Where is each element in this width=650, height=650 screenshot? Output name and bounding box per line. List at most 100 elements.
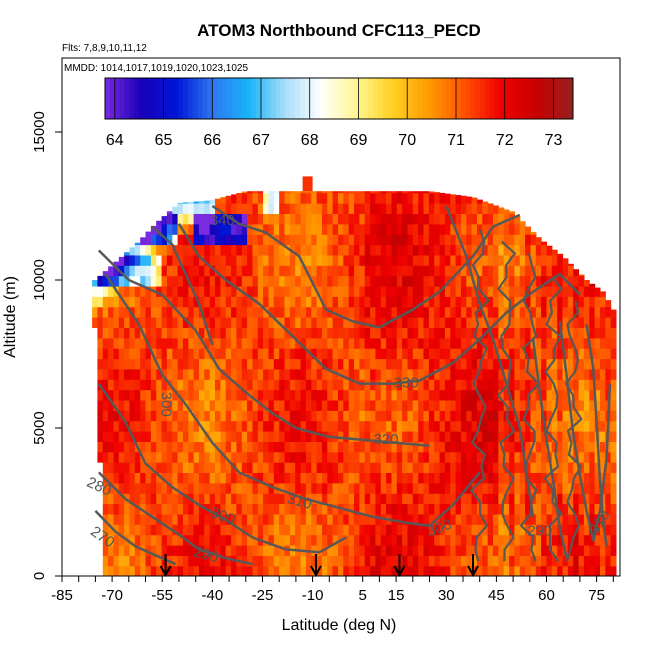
heatmap-cell: [535, 472, 542, 484]
heatmap-cell: [188, 275, 195, 287]
heatmap-cell: [134, 513, 141, 525]
heatmap-cell: [434, 544, 441, 556]
heatmap-cell: [150, 524, 157, 536]
heatmap-cell: [145, 503, 152, 515]
heatmap-cell: [311, 420, 318, 432]
heatmap-cell: [236, 565, 243, 576]
heatmap-cell: [209, 503, 216, 515]
heatmap-cell: [145, 348, 152, 360]
heatmap-cell: [316, 431, 323, 442]
heatmap-cell: [225, 534, 232, 546]
heatmap-cell: [434, 472, 441, 484]
heatmap-cell: [610, 462, 617, 473]
heatmap-cell: [471, 203, 478, 214]
heatmap-cell: [450, 451, 457, 463]
heatmap-cell: [118, 544, 125, 556]
heatmap-cell: [402, 348, 408, 360]
heatmap-cell: [600, 389, 606, 401]
heatmap-cell: [134, 285, 141, 297]
heatmap-cell: [252, 482, 259, 494]
heatmap-cell: [519, 379, 526, 391]
heatmap-cell: [338, 555, 344, 567]
heatmap-cell: [434, 534, 441, 546]
heatmap-cell: [166, 317, 173, 328]
heatmap-cell: [412, 493, 419, 505]
colorbar-swatch: [275, 78, 281, 119]
heatmap-cell: [514, 431, 521, 442]
heatmap-cell: [450, 555, 457, 567]
heatmap-cell: [225, 379, 232, 391]
heatmap-cell: [188, 524, 195, 536]
heatmap-cell: [444, 565, 451, 576]
heatmap-cell: [375, 244, 382, 256]
heatmap-cell: [338, 192, 344, 204]
heatmap-cell: [444, 223, 451, 235]
heatmap-cell: [396, 513, 403, 525]
heatmap-cell: [225, 195, 232, 204]
heatmap-cell: [236, 462, 243, 473]
heatmap-cell: [284, 420, 291, 432]
heatmap-cell: [108, 306, 114, 318]
heatmap-cell: [471, 399, 478, 411]
heatmap-cell: [551, 327, 558, 339]
heatmap-cell: [434, 285, 441, 297]
heatmap-cell: [514, 389, 521, 401]
heatmap-cell: [268, 192, 275, 204]
heatmap-cell: [140, 441, 147, 453]
heatmap-cell: [268, 534, 275, 546]
heatmap-cell: [386, 223, 392, 235]
heatmap-cell: [450, 399, 457, 411]
heatmap-cell: [209, 327, 216, 339]
heatmap-cell: [466, 223, 473, 235]
heatmap-cell: [241, 462, 248, 473]
heatmap-cell: [220, 203, 227, 214]
heatmap-cell: [156, 389, 163, 401]
heatmap-cell: [220, 327, 227, 339]
heatmap-cell: [113, 348, 120, 360]
heatmap-cell: [257, 254, 264, 266]
heatmap-cell: [263, 192, 269, 204]
heatmap-cell: [503, 513, 510, 525]
heatmap-cell: [311, 399, 318, 411]
heatmap-cell: [145, 265, 152, 277]
heatmap-cell: [610, 420, 617, 432]
heatmap-cell: [578, 420, 585, 432]
heatmap-cell: [97, 420, 104, 432]
heatmap-cell: [284, 348, 291, 360]
heatmap-cell: [193, 285, 200, 297]
heatmap-cell: [578, 358, 585, 370]
heatmap-cell: [535, 420, 542, 432]
heatmap-cell: [156, 285, 163, 297]
heatmap-cell: [461, 555, 467, 567]
heatmap-cell: [444, 254, 451, 266]
heatmap-cell: [509, 275, 515, 287]
heatmap-cell: [375, 399, 382, 411]
heatmap-cell: [108, 534, 114, 546]
heatmap-cell: [498, 513, 505, 525]
heatmap-cell: [439, 348, 446, 360]
heatmap-cell: [455, 368, 462, 380]
heatmap-cell: [225, 482, 232, 494]
heatmap-cell: [225, 441, 232, 453]
heatmap-cell: [140, 431, 147, 442]
heatmap-cell: [124, 379, 130, 391]
heatmap-cell: [514, 254, 521, 266]
heatmap-cell: [102, 493, 109, 505]
heatmap-cell: [418, 451, 425, 463]
heatmap-cell: [257, 223, 264, 235]
heatmap-cell: [209, 317, 216, 328]
heatmap-cell: [407, 265, 414, 277]
heatmap-cell: [97, 348, 104, 360]
heatmap-cell: [263, 191, 269, 194]
heatmap-cell: [343, 462, 350, 473]
heatmap-cell: [241, 191, 248, 194]
heatmap-cell: [140, 348, 147, 360]
heatmap-cell: [461, 513, 467, 525]
heatmap-cell: [348, 296, 355, 308]
heatmap-cell: [375, 410, 382, 422]
heatmap-cell: [450, 223, 457, 235]
heatmap-cell: [199, 265, 205, 277]
heatmap-cell: [359, 462, 366, 473]
heatmap-cell: [332, 441, 339, 453]
heatmap-cell: [145, 231, 152, 235]
